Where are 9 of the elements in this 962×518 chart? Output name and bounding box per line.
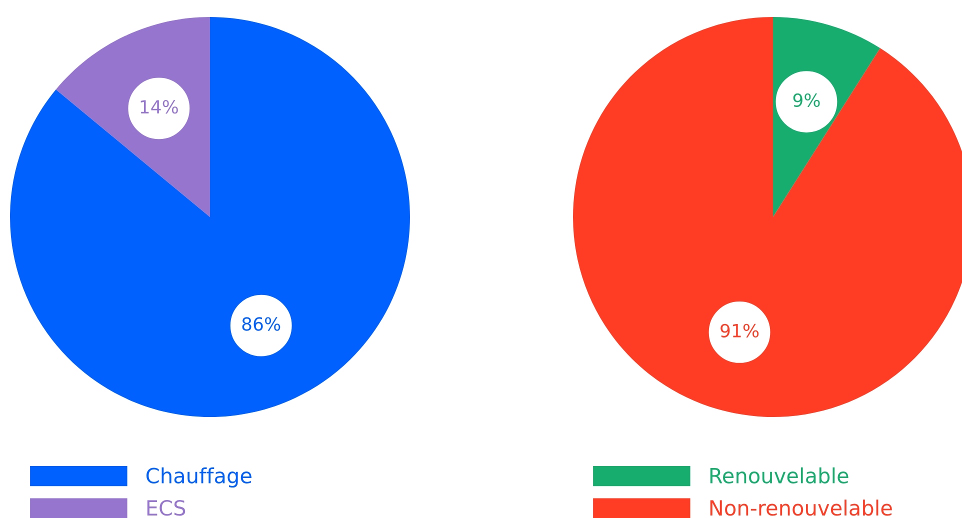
legend-label: Non-renouvelable	[710, 500, 892, 516]
legend-label: Chauffage	[146, 467, 252, 488]
data-label: 91%	[720, 324, 759, 338]
data-label: 9%	[793, 93, 820, 108]
legend-label: ECS	[147, 500, 186, 516]
legend-label: Renouvelable	[710, 467, 848, 484]
pie-slice	[10, 17, 410, 417]
data-label: 86%	[242, 317, 280, 331]
data-label: 14%	[140, 100, 178, 114]
